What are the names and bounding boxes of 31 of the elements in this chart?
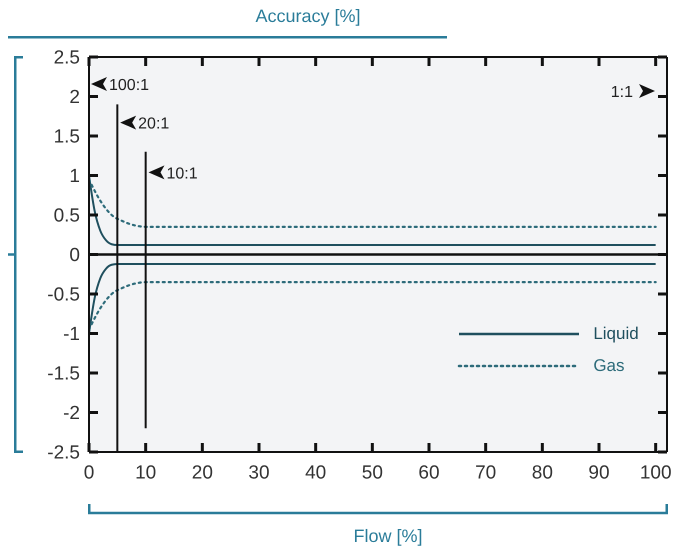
y-tick-label: 2 bbox=[69, 87, 80, 108]
x-tick-label: 20 bbox=[192, 462, 213, 484]
x-tick-label: 100 bbox=[640, 462, 672, 484]
line-series bbox=[89, 178, 657, 228]
x-tick-label: 50 bbox=[362, 462, 383, 484]
y-tick-label: -1 bbox=[63, 324, 80, 346]
x-tick-label: 90 bbox=[588, 462, 610, 484]
x-tick-label: 0 bbox=[84, 462, 94, 484]
y-tick-label: 0 bbox=[69, 245, 80, 266]
annotation: 20:1 bbox=[138, 116, 170, 133]
text: Gas bbox=[593, 356, 625, 376]
x-tick-label: 60 bbox=[418, 462, 440, 484]
annotation: 10:1 bbox=[166, 165, 198, 182]
annotation: 100:1 bbox=[109, 77, 150, 94]
y-tick-label: -0.5 bbox=[47, 284, 80, 306]
y-axis-title: Accuracy [%] bbox=[255, 6, 361, 26]
y-tick-label: 1 bbox=[69, 166, 80, 188]
annotation: 1:1 bbox=[610, 84, 634, 101]
y-tick-label: 2.5 bbox=[54, 48, 80, 69]
x-tick-label: 30 bbox=[248, 462, 270, 484]
y-tick-label: 1.5 bbox=[54, 126, 80, 148]
x-tick-label: 70 bbox=[475, 462, 496, 484]
y-tick-label: 0.5 bbox=[54, 206, 80, 227]
text: Liquid bbox=[593, 324, 639, 344]
x-tick-label: 80 bbox=[532, 462, 553, 484]
x-tick-label: 40 bbox=[305, 462, 326, 484]
y-tick-label: -1.5 bbox=[47, 364, 80, 385]
y-tick-label: -2 bbox=[63, 403, 80, 424]
x-axis-title: Flow [%] bbox=[353, 526, 423, 546]
x-tick-label: 10 bbox=[135, 462, 156, 484]
y-tick-label: -2.5 bbox=[47, 442, 80, 464]
